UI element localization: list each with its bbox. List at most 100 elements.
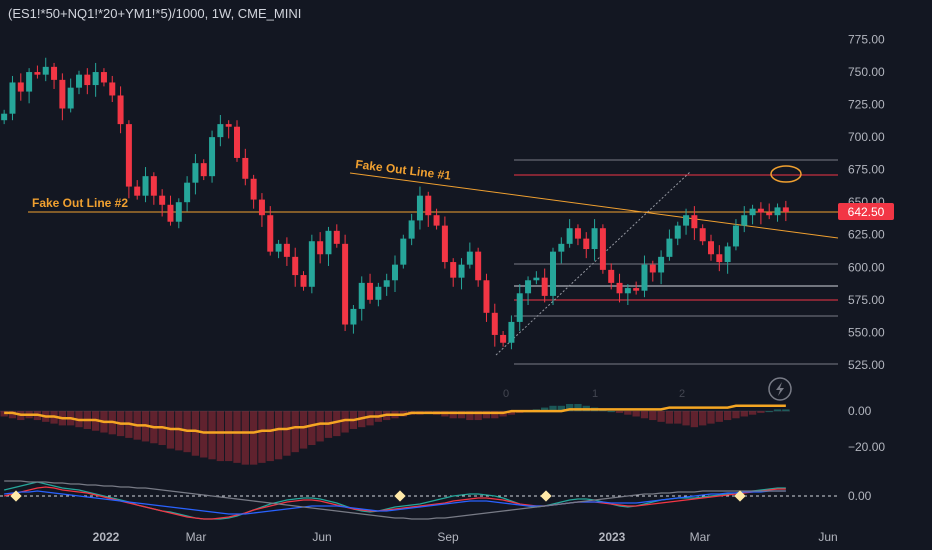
- histogram-bar: [216, 411, 225, 462]
- time-tick-label: Mar: [186, 530, 207, 544]
- candle: [724, 246, 731, 263]
- candle: [766, 212, 773, 216]
- histogram-bar: [308, 411, 316, 446]
- fake-out-line-1: [349, 172, 839, 239]
- candle: [782, 207, 789, 212]
- lightning-icon[interactable]: [768, 377, 792, 401]
- signal-line: [4, 404, 786, 434]
- histogram-bar: [474, 411, 482, 421]
- histogram-bar: [557, 405, 565, 412]
- price-tick-label: 575.00: [848, 293, 885, 307]
- histogram-bar: [299, 411, 308, 449]
- candle: [483, 280, 490, 313]
- candle: [392, 264, 398, 281]
- hist-tick-label: −20.00: [848, 440, 885, 454]
- fake-out-label-1: Fake Out Line #1: [355, 157, 452, 183]
- histogram-bar: [615, 411, 624, 413]
- candle: [624, 288, 631, 294]
- candle: [433, 215, 440, 226]
- candle: [616, 282, 623, 294]
- time-tick-label: Jun: [818, 530, 837, 544]
- histogram-bar: [732, 411, 740, 419]
- candle: [699, 228, 706, 242]
- candle: [599, 228, 606, 270]
- candle: [9, 82, 16, 114]
- candle: [283, 243, 290, 257]
- candle: [76, 74, 82, 88]
- histogram-bar: [225, 411, 233, 462]
- price-axis[interactable]: [838, 0, 932, 550]
- candle: [732, 225, 739, 247]
- histogram-bar: [565, 404, 574, 412]
- candle: [367, 282, 374, 300]
- signal-diamond: [734, 490, 746, 502]
- candle: [416, 195, 423, 221]
- marker-label: 0: [503, 388, 509, 400]
- histogram-bar: [258, 411, 266, 463]
- candle: [383, 280, 390, 287]
- histogram-bar: [690, 411, 699, 428]
- candle: [325, 230, 332, 255]
- histogram-bar: [707, 411, 715, 424]
- time-tick-label: 2022: [93, 530, 120, 544]
- candle: [641, 264, 648, 291]
- candle: [150, 176, 157, 196]
- time-tick-label: Mar: [690, 530, 711, 544]
- histogram-bar: [682, 411, 690, 426]
- time-axis: 2022 Mar Jun Sep 2023 Mar Jun: [93, 530, 838, 544]
- fake-out-label-2: Fake Out Line #2: [32, 196, 128, 210]
- candle: [408, 220, 415, 239]
- histogram-bar: [208, 411, 216, 460]
- chart-title: (ES1!*50+NQ1!*20+YM1!*5)/1000, 1W, CME_M…: [8, 6, 302, 21]
- histogram-bar: [191, 411, 200, 456]
- histogram-bar: [341, 411, 349, 433]
- projection-arrow: [495, 171, 691, 356]
- histogram-bar: [657, 411, 665, 422]
- signal-diamond: [394, 490, 406, 502]
- candle: [425, 195, 432, 216]
- candle: [184, 182, 191, 203]
- histogram-bar: [607, 411, 615, 413]
- candle: [308, 241, 315, 287]
- price-ticks: 525.00550.00575.00600.00625.00650.00675.…: [848, 33, 885, 372]
- oscillator-line: [4, 486, 786, 520]
- candle: [34, 72, 41, 75]
- candle: [217, 124, 224, 138]
- candle: [267, 215, 274, 252]
- price-tick-label: 625.00: [848, 228, 885, 242]
- histogram-bar: [507, 411, 516, 415]
- candle: [708, 241, 714, 255]
- candle: [17, 82, 24, 92]
- candle: [234, 126, 240, 158]
- candle: [525, 280, 532, 294]
- price-tick-label: 750.00: [848, 65, 885, 79]
- candle: [250, 178, 257, 200]
- candle: [67, 87, 74, 109]
- candle: [317, 241, 324, 255]
- candle: [741, 215, 748, 226]
- candle: [333, 230, 340, 244]
- price-tick-label: 675.00: [848, 163, 885, 177]
- candle: [458, 264, 465, 278]
- histogram-bar: [316, 411, 324, 442]
- histogram-bar: [624, 411, 632, 415]
- candle: [42, 66, 49, 75]
- osc-tick-label: 0.00: [848, 489, 872, 503]
- histogram-bar: [574, 404, 582, 412]
- candle: [666, 238, 673, 257]
- price-tick-label: 550.00: [848, 325, 885, 339]
- candle: [59, 79, 66, 109]
- candle: [550, 251, 556, 296]
- candle: [159, 195, 166, 205]
- histogram-bar: [233, 411, 241, 463]
- histogram-bar: [482, 411, 491, 419]
- histogram-bar: [748, 411, 757, 415]
- last-price-badge: [838, 203, 894, 220]
- candle: [400, 238, 407, 265]
- signal-diamond: [540, 490, 552, 502]
- target-ellipse: [770, 165, 802, 183]
- candle: [500, 334, 507, 343]
- histogram-bar: [715, 411, 723, 422]
